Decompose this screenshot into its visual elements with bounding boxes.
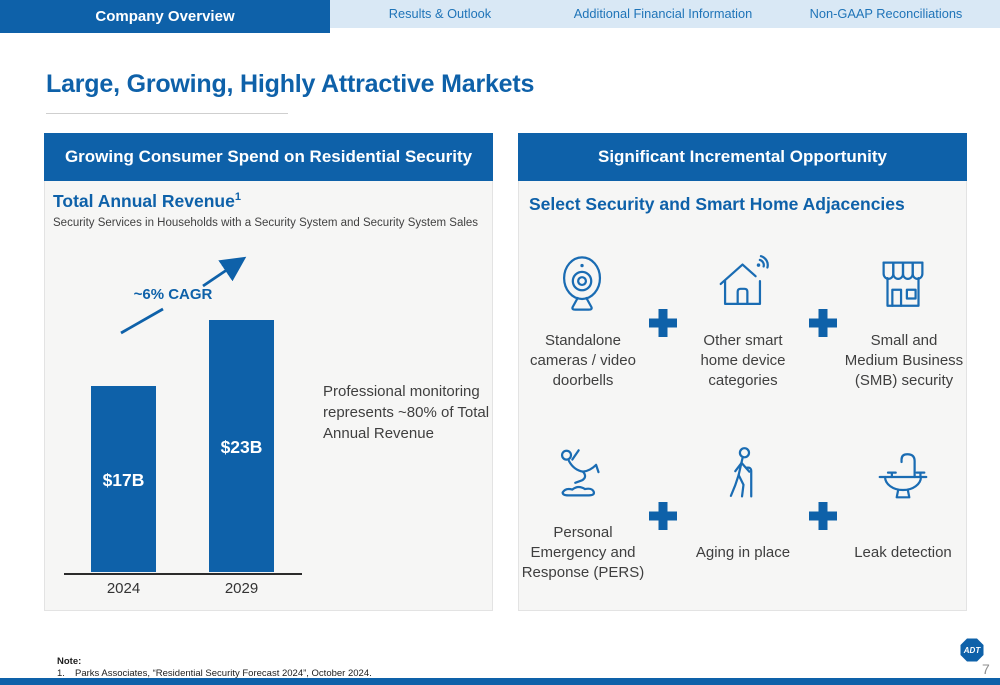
adjacency-label: Aging in place bbox=[695, 544, 791, 562]
left-panel-residential-security: Growing Consumer Spend on Residential Se… bbox=[44, 133, 493, 611]
person-with-cane-icon bbox=[729, 447, 753, 498]
bar-value-2024: $17B bbox=[102, 470, 145, 490]
left-panel-header: Growing Consumer Spend on Residential Se… bbox=[44, 133, 493, 181]
footnote: 1. Parks Associates, “Residential Securit… bbox=[57, 668, 372, 679]
adjacency-label: Standalone cameras / video doorbells bbox=[530, 332, 636, 389]
bar-2024 bbox=[91, 386, 156, 572]
person-falling-icon bbox=[560, 449, 600, 497]
page-number: 7 bbox=[982, 661, 990, 677]
footnote-text: Parks Associates, “Residential Security … bbox=[75, 668, 372, 679]
chart-subtitle: Security Services in Households with a S… bbox=[53, 217, 479, 229]
smart-home-wifi-icon bbox=[719, 255, 769, 305]
webcam-icon bbox=[562, 256, 602, 311]
chart-title-footnote-marker: 1 bbox=[234, 191, 241, 204]
adjacency-label: Leak detection bbox=[854, 544, 952, 562]
title-underline bbox=[46, 113, 288, 114]
plus-icon bbox=[649, 309, 677, 337]
tab-additional-financial-information[interactable]: Additional Financial Information bbox=[573, 6, 753, 21]
tab-company-overview-active[interactable]: Company Overview bbox=[0, 0, 330, 33]
cagr-growth-arrow bbox=[120, 256, 247, 335]
x-tick-2029: 2029 bbox=[224, 580, 259, 597]
chart-title: Total Annual Revenue1 bbox=[53, 191, 241, 212]
storefront-icon bbox=[882, 261, 924, 307]
plus-icon bbox=[649, 502, 677, 530]
right-panel-header: Significant Incremental Opportunity bbox=[518, 133, 967, 181]
svg-text:ADT: ADT bbox=[963, 646, 982, 655]
plus-icon bbox=[809, 502, 837, 530]
right-panel-incremental-opportunity: Significant Incremental Opportunity Sele… bbox=[518, 133, 967, 611]
plus-icon bbox=[809, 309, 837, 337]
adjacency-label: Small and Medium Business (SMB) security bbox=[844, 332, 964, 389]
bar-2029 bbox=[209, 320, 274, 572]
bar-value-2029: $23B bbox=[220, 437, 263, 457]
adjacency-label: Personal Emergency and Response (PERS) bbox=[521, 524, 645, 581]
chart-title-text: Total Annual Revenue bbox=[53, 191, 235, 211]
adjacencies-subtitle: Select Security and Smart Home Adjacenci… bbox=[529, 194, 905, 214]
tab-non-gaap-reconciliations[interactable]: Non-GAAP Reconciliations bbox=[809, 6, 963, 21]
bottom-accent-bar bbox=[0, 678, 1000, 685]
adt-logo: ADT bbox=[960, 638, 984, 662]
x-tick-2024: 2024 bbox=[106, 580, 141, 597]
footnote-number: 1. bbox=[57, 668, 65, 679]
tab-results-outlook[interactable]: Results & Outlook bbox=[388, 6, 492, 21]
professional-monitoring-note: Professional monitoring represents ~80% … bbox=[323, 383, 490, 442]
sink-leak-icon bbox=[878, 453, 928, 499]
cagr-label: ~6% CAGR bbox=[133, 286, 213, 303]
x-axis-line bbox=[64, 573, 302, 575]
note-heading: Note: bbox=[57, 656, 82, 667]
adjacency-label: Other smart home device categories bbox=[700, 332, 786, 389]
page-title: Large, Growing, Highly Attractive Market… bbox=[46, 70, 535, 98]
